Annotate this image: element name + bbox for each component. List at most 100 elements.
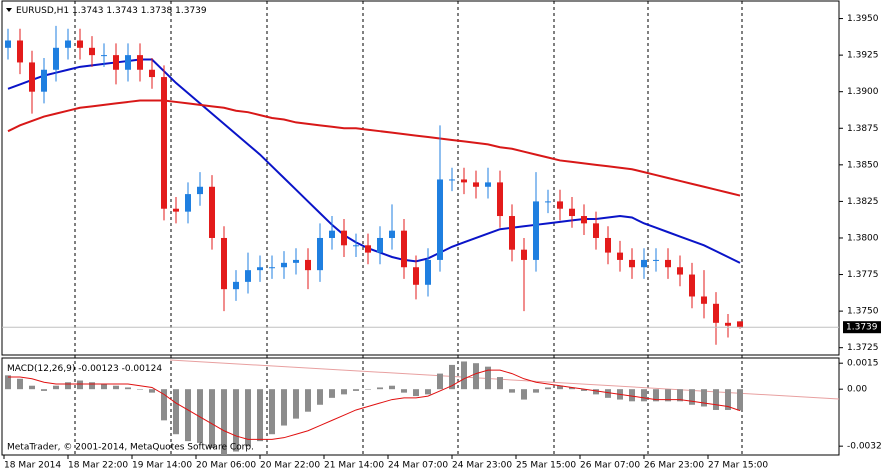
- candle-body: [413, 267, 419, 285]
- candle-body: [257, 267, 263, 271]
- candle-body: [233, 281, 239, 290]
- candle-body: [209, 186, 215, 238]
- macd-value: -0.00123: [78, 364, 118, 374]
- candle-body: [665, 259, 671, 268]
- candle-body: [329, 230, 335, 238]
- macd-bar: [41, 389, 47, 391]
- macd-bar: [377, 387, 383, 390]
- moving-average: [7, 99, 741, 197]
- x-tick-label: 18 Mar 2014: [4, 461, 61, 471]
- macd-bar: [125, 387, 131, 390]
- macd-bar: [449, 364, 455, 390]
- x-tick-label: 24 Mar 23:00: [452, 461, 512, 471]
- macd-bar: [101, 383, 107, 390]
- macd-bar: [497, 377, 503, 390]
- y-tick-label: 1.3725: [847, 343, 879, 353]
- macd-title: MACD(12,26,9): [7, 364, 75, 374]
- symbol: EURUSD,H1: [16, 6, 69, 16]
- y-tick-label: 1.3825: [847, 197, 879, 207]
- y-tick-label: 1.3775: [847, 270, 879, 280]
- macd-bar: [689, 389, 695, 405]
- y-tick-label: 1.3900: [847, 87, 879, 97]
- candle-body: [533, 201, 539, 260]
- x-tick-label: 25 Mar 15:00: [516, 461, 576, 471]
- candle-body: [89, 47, 95, 56]
- y-tick-label: 1.3875: [847, 124, 879, 134]
- candle-body: [245, 270, 251, 282]
- signal-line: [8, 369, 741, 440]
- macd-bar: [305, 389, 311, 412]
- candle-body: [161, 77, 167, 209]
- y-tick-label: 0.00: [847, 385, 867, 395]
- macd-bar: [185, 389, 191, 442]
- candle-body: [545, 201, 551, 203]
- x-tick-label: 26 Mar 07:00: [580, 461, 640, 471]
- x-tick-label: 21 Mar 14:00: [324, 461, 384, 471]
- macd-bar: [725, 389, 731, 410]
- macd-bar: [233, 389, 239, 452]
- candle-body: [377, 237, 383, 253]
- macd-bar: [533, 389, 539, 393]
- macd-bar: [245, 389, 251, 447]
- macd-bar: [461, 361, 467, 390]
- macd-bar: [629, 389, 635, 402]
- candle-body: [581, 216, 587, 224]
- macd-bar: [89, 382, 95, 390]
- candle-body: [293, 259, 299, 263]
- low: 1.3738: [141, 6, 173, 16]
- candle-body: [149, 69, 155, 78]
- candle-body: [137, 55, 143, 70]
- copyright: MetaTrader, © 2001-2014, MetaQuotes Soft…: [7, 443, 254, 453]
- candle-body: [269, 267, 275, 269]
- candle-body: [521, 249, 527, 260]
- macd-bar: [545, 387, 551, 390]
- macd-bar: [389, 385, 395, 390]
- macd-header: MACD(12,26,9) -0.00123 -0.00124: [7, 364, 162, 374]
- macd-bar: [425, 389, 431, 395]
- candle-body: [197, 186, 203, 195]
- candle-body: [689, 274, 695, 297]
- y-tick-label: 1.3950: [847, 14, 879, 24]
- candle-body: [629, 259, 635, 268]
- x-tick-label: 27 Mar 15:00: [708, 461, 768, 471]
- candle-body: [677, 267, 683, 275]
- candle-body: [485, 182, 491, 187]
- macd-bar: [341, 389, 347, 395]
- macd-bar: [269, 389, 275, 435]
- macd-bar: [365, 389, 371, 390]
- x-tick-label: 26 Mar 23:00: [644, 461, 704, 471]
- candle-body: [641, 259, 647, 268]
- candle-body: [701, 296, 707, 304]
- macd-bar: [485, 366, 491, 390]
- candle-body: [29, 62, 35, 92]
- candle-body: [509, 216, 515, 250]
- y-tick-label: 0.0015: [847, 359, 879, 369]
- candle-body: [401, 230, 407, 268]
- y-tick-label: 1.3850: [847, 160, 879, 170]
- candle-body: [53, 47, 59, 70]
- macd-bar: [593, 389, 599, 395]
- candle-body: [353, 245, 359, 247]
- macd-bar: [77, 380, 83, 390]
- macd-bar: [737, 389, 743, 411]
- y-tick-label: 1.3925: [847, 51, 879, 61]
- candle-body: [737, 321, 743, 328]
- candle-body: [473, 182, 479, 187]
- macd-bar: [677, 389, 683, 402]
- candle-body: [437, 179, 443, 260]
- y-tick-label: 1.3800: [847, 233, 879, 243]
- x-tick-label: 19 Mar 14:00: [132, 461, 192, 471]
- candle-body: [653, 259, 659, 261]
- candle-body: [617, 252, 623, 260]
- macd-bar: [353, 389, 359, 391]
- y-tick-label: -0.00329: [847, 442, 882, 452]
- candle-body: [341, 230, 347, 246]
- candle-body: [725, 322, 731, 326]
- macd-bar: [197, 389, 203, 443]
- candle-body: [461, 179, 467, 183]
- macd-bar: [149, 389, 155, 393]
- macd-bar: [161, 389, 167, 421]
- macd-bar: [137, 389, 143, 390]
- macd-bar: [257, 389, 263, 442]
